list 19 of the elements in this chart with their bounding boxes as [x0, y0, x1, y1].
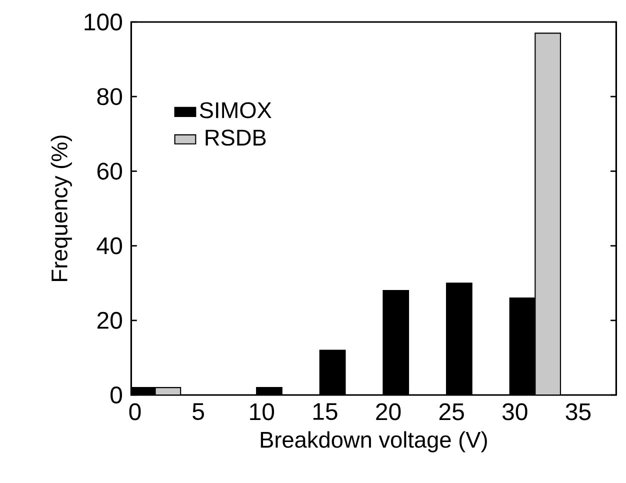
y-tick-label: 20	[97, 312, 122, 329]
x-tick-label: 25	[439, 403, 464, 420]
x-tick-label: 35	[566, 403, 591, 420]
y-tick-label: 60	[97, 162, 122, 180]
legend-label: SIMOX	[200, 102, 272, 118]
x-axis-title: Breakdown voltage (V)	[260, 431, 487, 452]
x-tick-label: 20	[376, 403, 401, 420]
y-tick-label: 80	[97, 88, 122, 106]
x-tick-label: 30	[502, 403, 528, 420]
y-tick-label: 40	[96, 237, 122, 254]
bar	[534, 32, 562, 395]
y-tick-label: 0	[110, 386, 122, 404]
x-tick-label: 5	[192, 403, 204, 420]
y-axis-title: Frequency (%)	[50, 136, 72, 281]
x-tick-label: 10	[250, 403, 274, 420]
y-tick-label: 100	[84, 13, 122, 30]
x-tick-label: 0	[129, 403, 141, 420]
legend-label: RSDB	[206, 130, 266, 146]
x-tick-label: 15	[313, 403, 338, 420]
